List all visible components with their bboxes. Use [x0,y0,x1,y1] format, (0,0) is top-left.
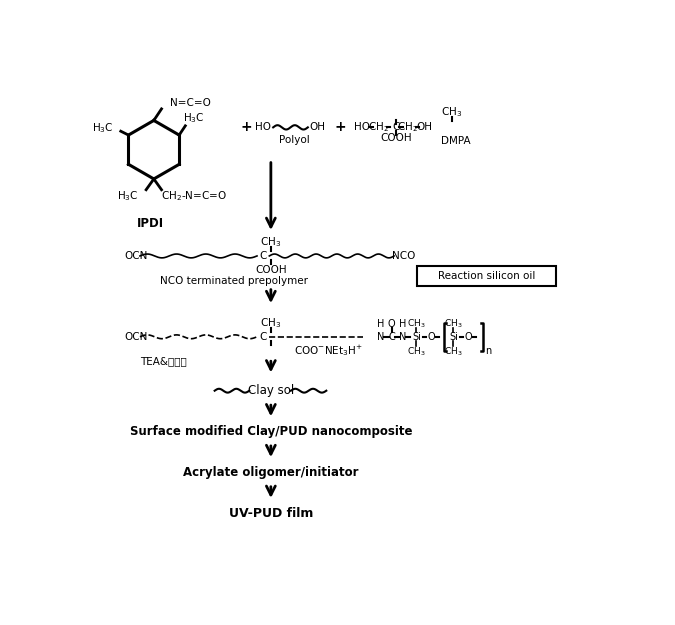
Text: C: C [259,332,267,342]
Text: HO: HO [255,122,271,132]
Text: NCO: NCO [392,251,416,261]
Text: NCO terminated prepolymer: NCO terminated prepolymer [160,276,308,286]
Text: OH: OH [417,122,433,132]
Text: COO$^{-}$NEt$_3$H$^{+}$: COO$^{-}$NEt$_3$H$^{+}$ [294,343,362,358]
Text: H$_3$C: H$_3$C [183,111,205,125]
Text: +: + [240,121,252,134]
Text: COOH: COOH [381,133,412,143]
Text: O: O [388,319,396,329]
Text: H: H [399,319,406,329]
Text: CH$_2$: CH$_2$ [398,121,418,134]
Bar [417,266,556,286]
Text: Acrylate oligomer/initiator: Acrylate oligomer/initiator [183,466,358,479]
Text: CH$_2$-N=C=O: CH$_2$-N=C=O [161,189,227,202]
Text: CH$_3$: CH$_3$ [407,318,426,330]
Text: CH$_2$: CH$_2$ [368,121,389,134]
Text: n: n [485,346,491,356]
Text: CH$_3$: CH$_3$ [444,318,462,330]
Text: CH$_3$: CH$_3$ [441,105,462,119]
Text: H$_3$C: H$_3$C [117,189,138,202]
Text: DMPA: DMPA [441,136,470,146]
Text: TEA&수분산: TEA&수분산 [140,356,186,366]
Text: C: C [388,332,395,342]
Text: UV-PUD film: UV-PUD film [229,508,313,521]
Text: O: O [465,332,472,342]
Text: COOH: COOH [255,265,287,275]
Text: H: H [377,319,385,329]
Text: CH$_3$: CH$_3$ [261,235,281,249]
Text: O: O [428,332,435,342]
Text: Si: Si [449,332,458,342]
Text: Si: Si [412,332,421,342]
Text: CH$_3$: CH$_3$ [444,346,462,359]
Text: Surface modified Clay/PUD nanocomposite: Surface modified Clay/PUD nanocomposite [130,425,412,438]
Text: N: N [377,332,385,342]
Text: C: C [392,122,400,132]
Text: C: C [259,251,267,261]
Text: OCN: OCN [125,332,148,342]
Text: +: + [334,121,346,134]
Text: N: N [399,332,406,342]
Text: OH: OH [309,122,325,132]
Text: HO: HO [354,122,370,132]
Text: CH$_3$: CH$_3$ [261,316,281,330]
Text: OCN: OCN [125,251,148,261]
Text: CH$_3$: CH$_3$ [407,346,426,359]
Text: H$_3$C: H$_3$C [92,121,113,135]
Text: Polyol: Polyol [279,134,309,144]
Text: N=C=O: N=C=O [169,99,211,109]
Text: Reaction silicon oil: Reaction silicon oil [438,271,535,281]
Text: Clay sol: Clay sol [248,384,294,398]
Text: IPDI: IPDI [136,217,163,230]
